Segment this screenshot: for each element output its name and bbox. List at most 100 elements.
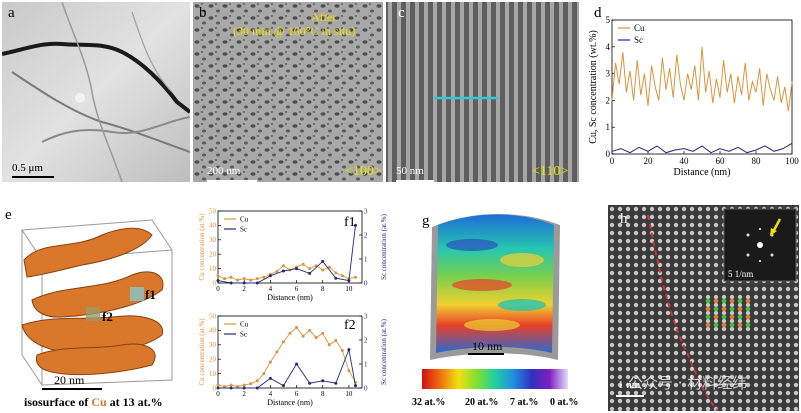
panel-f1-chart: 0 2 4 6 8 10 0 10 20 30 40 50 0 1 2 3 Distance (nm) Cu co… <box>196 205 392 308</box>
panel-h-scale-bar <box>616 395 644 397</box>
chart-f1-series-sc-point-11 <box>353 223 357 227</box>
panel-g-colorbar-label-2: 7 at.% <box>510 397 539 408</box>
chart-f1-series-cu-point-3 <box>236 278 240 282</box>
panel-h-image <box>608 205 799 411</box>
panel-e-f2-marker: f2 <box>102 309 113 324</box>
chart-f2-series-sc-point-4 <box>268 376 272 380</box>
chart-d-ytick-label-4: 4 <box>606 42 611 52</box>
chart-f2-series-sc-point-10 <box>347 348 351 352</box>
chart-f2-series-cu-point-0 <box>216 383 220 387</box>
panel-g-colorbar-label-1: 20 at.% <box>465 397 499 408</box>
chart-f1-series-sc-point-4 <box>268 274 272 278</box>
panel-e-label: e <box>5 207 12 223</box>
chart-f1-series-sc-line <box>217 225 356 284</box>
panel-g-colorbar-label-3: 0 at.% <box>550 397 579 408</box>
chart-f1-series-cu-point-4 <box>242 277 246 281</box>
panel-b-zone-axis: <100> <box>345 164 382 179</box>
chart-d-xtick-label-3: 60 <box>716 156 726 166</box>
panel-b-note-line2: (30 min @ 160°C in situ) <box>233 24 356 38</box>
panel-g-scale-text: 10 nm <box>472 339 503 353</box>
chart-f2-series-sc-point-5 <box>281 384 285 388</box>
chart-f1-ytick2-label-3: 3 <box>364 207 368 215</box>
chart-f2-legend-label-0: Cu <box>240 320 249 328</box>
chart-d-xtick-label-5: 100 <box>785 156 799 166</box>
chart-f2-ytick-label-2: 20 <box>209 356 217 364</box>
panel-f1-label: f1 <box>344 215 356 230</box>
chart-f2-series-cu-point-16 <box>321 331 325 335</box>
chart-f1-series-sc-point-9 <box>334 276 338 280</box>
chart-f1-series-cu-point-21 <box>353 275 357 279</box>
panel-c-scale-bar <box>396 180 434 182</box>
chart-f1-series-sc-point-8 <box>321 259 325 263</box>
chart-f2-xtick-label-1: 2 <box>242 390 246 398</box>
panel-c-zone-axis: <110> <box>532 164 569 179</box>
chart-d-series-sc-line <box>611 142 793 154</box>
chart-f1-xtick-label-3: 6 <box>295 285 299 293</box>
chart-f2-series-cu-point-17 <box>327 343 331 347</box>
chart-f2-series-cu-point-5 <box>249 382 253 386</box>
chart-f1-series-cu-point-5 <box>249 278 253 282</box>
panel-a-scale-bar <box>12 176 54 178</box>
chart-f2-ytick2-label-0: 0 <box>364 384 368 392</box>
chart-f1-series-sc-point-0 <box>216 279 220 283</box>
chart-f2-ylabel2: Sc concentration (at.%) <box>380 318 388 385</box>
chart-f1-series-cu-point-9 <box>275 269 279 273</box>
panel-e-caption-element: Cu <box>91 395 107 409</box>
chart-f2-ytick-label-3: 30 <box>209 341 217 349</box>
chart-d-ytick-label-3: 3 <box>606 69 611 79</box>
chart-f1-series-cu-point-7 <box>262 275 266 279</box>
chart-f1-series-cu-point-13 <box>301 262 305 266</box>
panel-c-scale-text: 50 nm <box>396 165 424 177</box>
panel-h-label: h <box>620 211 628 227</box>
chart-f1-ytick-label-4: 40 <box>209 222 217 230</box>
chart-f2-series-cu-point-7 <box>262 372 266 376</box>
chart-f1-xtick-label-2: 4 <box>269 285 273 293</box>
chart-f2-series-sc-point-0 <box>216 386 220 390</box>
chart-f2-series-cu-line <box>217 326 356 388</box>
chart-f2-series-sc-point-9 <box>334 381 338 385</box>
chart-f2-series-cu-point-3 <box>236 385 240 389</box>
chart-f1-series-sc-point-6 <box>295 267 299 271</box>
panel-g-scale-bar <box>468 353 504 355</box>
chart-f1-ytick-label-0: 0 <box>213 279 217 287</box>
panel-c-image <box>386 2 579 182</box>
panel-a-image <box>2 2 190 182</box>
chart-d-ytick-label-5: 5 <box>606 15 611 25</box>
chart-f1-series-sc-point-2 <box>242 281 246 285</box>
panel-h-inset-scale: 5 1/nm <box>728 269 754 279</box>
chart-f2-ytick2-label-3: 3 <box>364 312 368 320</box>
panel-e-scale-text: 20 nm <box>54 373 85 387</box>
chart-f2-ytick-label-0: 0 <box>213 384 217 392</box>
panel-b-micrograph: b After (30 min @ 160°C in situ) 200 nm … <box>193 2 383 182</box>
panel-g-colorbar-label-0: 32 at.% <box>412 397 446 408</box>
panel-a-scale-text: 0.5 μm <box>12 162 43 174</box>
chart-f1-xtick-label-4: 8 <box>321 285 325 293</box>
chart-f2-series-sc-point-7 <box>308 381 312 385</box>
chart-d-ytick-label-1: 1 <box>606 122 611 132</box>
chart-f1-series-cu-point-2 <box>229 275 233 279</box>
chart-f2-svg: 0 2 4 6 8 10 0 10 20 30 40 50 0 1 2 3 Distance (nm) Cu co… <box>198 312 388 407</box>
chart-f1-series-cu-point-14 <box>308 267 312 271</box>
chart-f1-ytick-label-3: 30 <box>209 236 217 244</box>
chart-d-ylabel: Cu, Sc concentration (wt.%) <box>588 30 599 144</box>
chart-f1-series-sc-point-5 <box>281 269 285 273</box>
chart-d-xtick-label-2: 40 <box>680 156 690 166</box>
panel-f2-label: f2 <box>344 318 356 333</box>
chart-f1-series-cu-line <box>217 263 356 281</box>
chart-f1-series-sc-point-1 <box>229 281 233 285</box>
chart-d-svg: 0 20 40 60 80 100 0 1 2 3 4 5 Distance (nm) Cu, Sc co… <box>588 15 799 178</box>
chart-f2-series-sc-point-3 <box>255 386 259 390</box>
chart-f1-ytick-label-5: 50 <box>209 207 217 215</box>
panel-a-label: a <box>8 5 15 21</box>
panel-d-chart: d 0 20 40 60 80 100 0 1 2 3 4 5 Distance (nm) Cu, Sc … <box>584 2 799 182</box>
panel-e-scale-bar <box>42 388 102 390</box>
chart-f2-ytick2-label-2: 2 <box>364 336 368 344</box>
chart-f1-legend-label-1: Sc <box>240 225 247 233</box>
chart-f2-series-cu-point-19 <box>340 349 344 353</box>
chart-f2-plot-frame <box>217 315 363 389</box>
panel-h-atom-overlay <box>705 298 751 328</box>
chart-f1-series-cu-point-16 <box>321 268 325 272</box>
chart-d-legend-label-0: Cu <box>634 23 645 33</box>
chart-f1-series-cu-point-6 <box>255 277 259 281</box>
chart-f1-legend-label-0: Cu <box>240 215 249 223</box>
